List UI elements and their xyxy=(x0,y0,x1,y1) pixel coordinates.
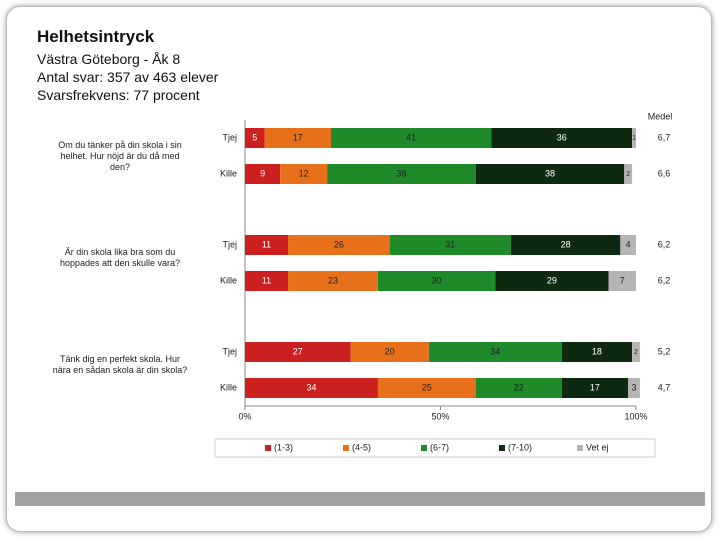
bar-segment xyxy=(475,164,625,184)
value-label: 31 xyxy=(445,239,455,249)
category-label: Kille xyxy=(220,382,237,392)
value-label: 34 xyxy=(306,382,316,392)
legend-box xyxy=(214,438,656,458)
value-label: 23 xyxy=(328,275,338,285)
bar-segment xyxy=(377,378,476,398)
bar-segment xyxy=(288,235,390,255)
bar-segment xyxy=(510,235,621,255)
bar-segment xyxy=(428,342,562,362)
value-label: 11 xyxy=(262,275,271,285)
legend-label: (4-5) xyxy=(352,442,371,452)
value-label: 11 xyxy=(262,239,271,249)
medel-title: Medel xyxy=(648,111,673,121)
category-label: Tjej xyxy=(222,346,237,356)
legend-label: (7-10) xyxy=(508,442,532,452)
question-label: Om du tänker på din skola i sin helhet. … xyxy=(58,140,182,172)
bar-segment xyxy=(245,235,289,255)
question-label: Tänk dig en perfekt skola. Hur nära en s… xyxy=(52,354,188,375)
bar-segment xyxy=(628,378,640,398)
value-label: 38 xyxy=(396,168,406,178)
value-label: 28 xyxy=(561,239,571,249)
bar-segment xyxy=(350,342,429,362)
bar-segment xyxy=(245,271,289,291)
bar-segment xyxy=(475,378,562,398)
question-label: Är din skola lika bra som du hoppades at… xyxy=(59,247,181,268)
subtitle: Västra Göteborg - Åk 8 xyxy=(37,51,181,67)
value-label: 17 xyxy=(590,382,600,392)
value-label: 22 xyxy=(514,382,524,392)
medel-label: 4,7 xyxy=(658,382,671,392)
category-label: Kille xyxy=(220,275,237,285)
value-label: 17 xyxy=(293,132,303,142)
bar-segment xyxy=(245,378,378,398)
value-label: 20 xyxy=(385,346,395,356)
value-label: 30 xyxy=(432,275,442,285)
value-label: 25 xyxy=(422,382,432,392)
bar-segment xyxy=(245,164,281,184)
x-tick-label: 100% xyxy=(624,411,647,421)
value-label: 36 xyxy=(557,132,567,142)
bar-segment xyxy=(327,164,476,184)
category-label: Tjej xyxy=(222,239,237,249)
legend-swatch xyxy=(343,445,349,451)
bar-segment xyxy=(632,128,636,148)
x-tick-label: 50% xyxy=(431,411,449,421)
value-label: 4 xyxy=(626,239,631,249)
value-label: 5 xyxy=(252,132,257,142)
medel-label: 6,6 xyxy=(658,168,671,178)
bar-segment xyxy=(561,378,629,398)
value-label: 2 xyxy=(626,171,630,178)
bar-segment xyxy=(245,342,351,362)
value-label: 1 xyxy=(632,135,636,142)
subtitle: Svarsfrekvens: 77 procent xyxy=(37,87,200,103)
medel-label: 6,2 xyxy=(658,275,671,285)
footer-decoration xyxy=(15,492,705,506)
bar-segment xyxy=(561,342,633,362)
legend-label: Vet ej xyxy=(586,442,609,452)
legend-swatch xyxy=(577,445,583,451)
value-label: 29 xyxy=(547,275,557,285)
subtitle: Antal svar: 357 av 463 elever xyxy=(37,69,219,85)
x-tick-label: 0% xyxy=(238,411,251,421)
category-label: Tjej xyxy=(222,132,237,142)
value-label: 38 xyxy=(545,168,555,178)
medel-label: 6,2 xyxy=(658,239,671,249)
bar-segment xyxy=(245,128,265,148)
value-label: 12 xyxy=(299,168,309,178)
medel-label: 5,2 xyxy=(658,346,671,356)
bar-segment xyxy=(280,164,328,184)
legend-swatch xyxy=(421,445,427,451)
bar-segment xyxy=(495,271,609,291)
bar-segment xyxy=(608,271,636,291)
bar-segment xyxy=(632,342,640,362)
value-label: 34 xyxy=(490,346,500,356)
medel-label: 6,7 xyxy=(658,132,671,142)
legend-label: (6-7) xyxy=(430,442,449,452)
bar-segment xyxy=(620,235,636,255)
bar-segment xyxy=(389,235,511,255)
value-label: 27 xyxy=(293,346,303,356)
value-label: 3 xyxy=(632,382,637,392)
category-label: Kille xyxy=(220,168,237,178)
legend-swatch xyxy=(499,445,505,451)
bar-segment xyxy=(331,128,492,148)
bar-segment xyxy=(377,271,496,291)
bar-segment xyxy=(624,164,633,184)
title: Helhetsintryck xyxy=(37,27,155,46)
value-label: 26 xyxy=(334,239,344,249)
value-label: 7 xyxy=(620,275,625,285)
bar-segment xyxy=(491,128,633,148)
value-label: 41 xyxy=(406,132,416,142)
value-label: 9 xyxy=(260,168,265,178)
value-label: 18 xyxy=(592,346,602,356)
legend-label: (1-3) xyxy=(274,442,293,452)
bar-segment xyxy=(264,128,332,148)
value-label: 2 xyxy=(634,349,638,356)
legend-swatch xyxy=(265,445,271,451)
bar-segment xyxy=(288,271,378,291)
